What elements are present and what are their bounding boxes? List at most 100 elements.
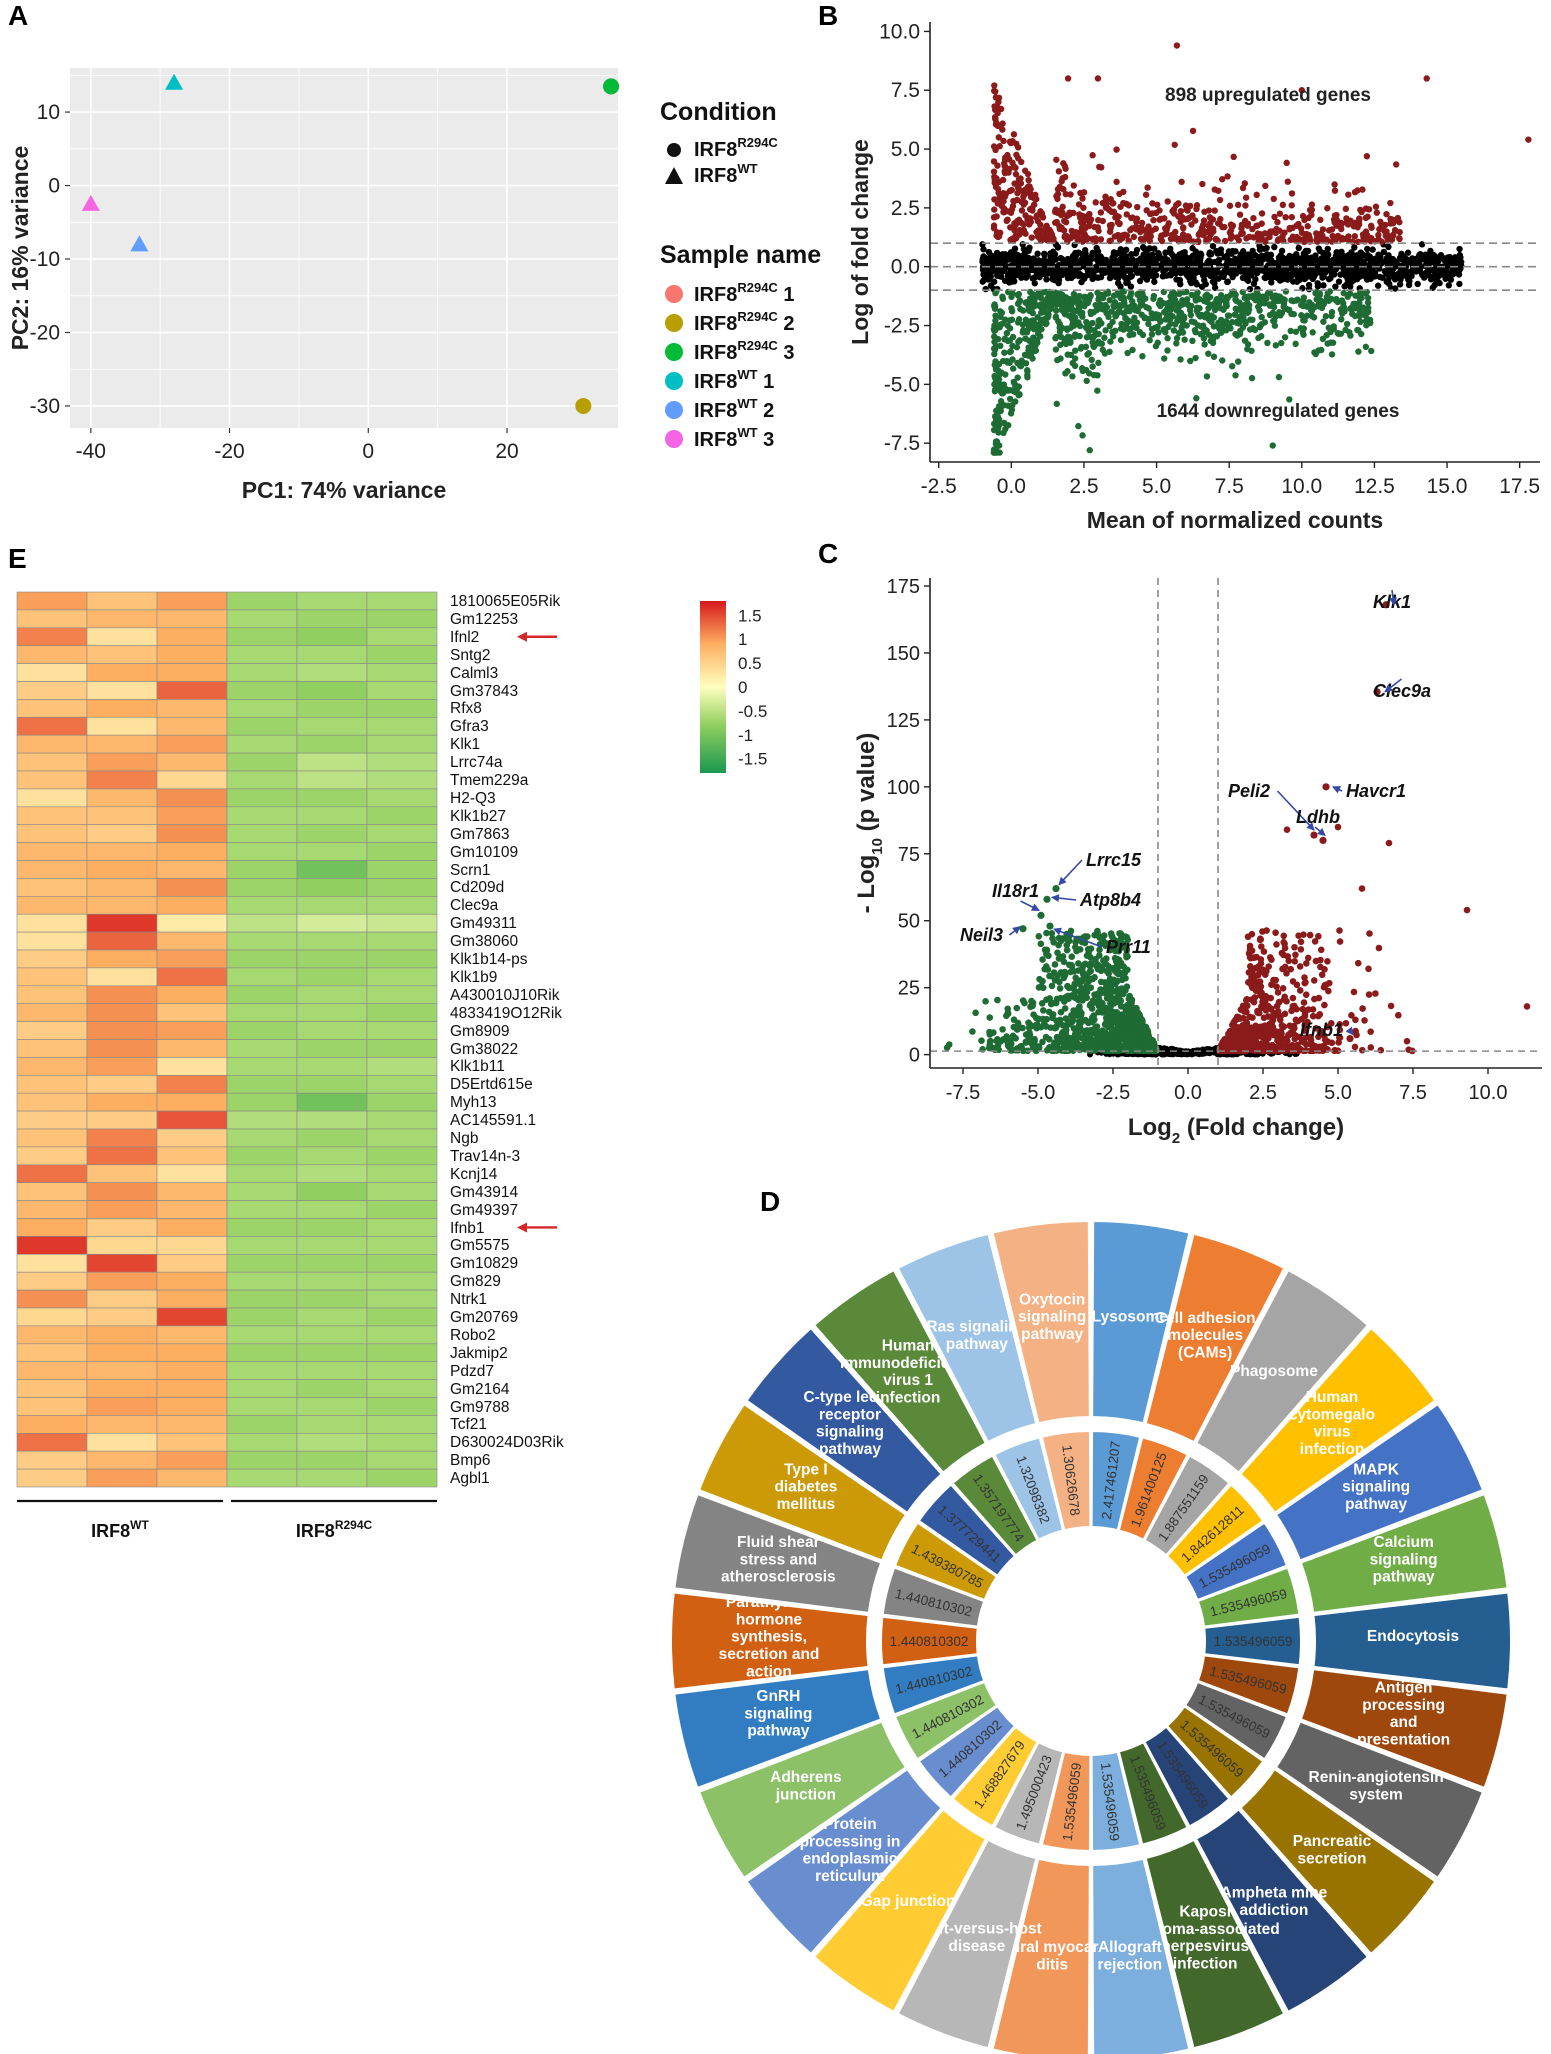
ma-point-ns: [1415, 256, 1423, 264]
ma-point-down: [1303, 312, 1311, 319]
volcano-point-down: [1069, 1017, 1077, 1024]
ma-point-ns: [1215, 256, 1223, 264]
ma-point-up: [1097, 236, 1105, 243]
ma-point-up: [1003, 155, 1011, 163]
ma-point-down: [1148, 331, 1156, 338]
ma-point-ns: [1070, 272, 1078, 280]
ma-point-ns: [1409, 255, 1416, 262]
ma-point-up: [1000, 137, 1007, 145]
ma-point-down: [1340, 289, 1347, 297]
ma-point-down: [1210, 353, 1218, 360]
ma-point-up: [1061, 162, 1068, 170]
ma-point-ns: [1315, 245, 1323, 252]
ma-point-ns: [1217, 246, 1225, 253]
ma-point-down: [1106, 297, 1113, 304]
ma-point-up: [1238, 230, 1245, 238]
ma-point-down: [1300, 294, 1308, 301]
ma-point-up: [1061, 173, 1069, 181]
ma-point-ns: [1385, 243, 1392, 251]
ma-point-down: [1201, 313, 1208, 321]
ma-point-up: [1306, 206, 1314, 214]
legend-sample-swatch: [665, 343, 683, 361]
volcano-point-down: [1080, 976, 1087, 983]
ma-point-up: [1037, 221, 1044, 228]
ma-point-down: [1363, 322, 1370, 329]
ma-point-up: [991, 176, 999, 184]
volcano-point-down: [1025, 1019, 1032, 1026]
ma-point-down: [1006, 348, 1014, 356]
volcano-point-down: [1006, 1041, 1014, 1048]
volcano-point-down: [1049, 1014, 1056, 1022]
ma-point-down: [1004, 387, 1012, 394]
ma-point-ns: [1314, 280, 1321, 287]
ma-point-up: [1033, 228, 1040, 236]
ma-point-ns: [1096, 259, 1103, 266]
ma-point-up: [1123, 211, 1130, 218]
ma-point-ns: [1188, 271, 1196, 278]
ma-point-ns: [1290, 262, 1297, 269]
volcano-point-down: [1122, 974, 1129, 982]
ma-point-up: [1127, 226, 1134, 234]
ma-point-ns: [1243, 273, 1250, 280]
volcano-point-down: [1114, 968, 1121, 975]
volcano-point-down: [1039, 956, 1046, 963]
ma-point-down: [1015, 392, 1022, 399]
ma-point-up: [1286, 226, 1293, 233]
ma-point-up: [991, 206, 998, 213]
ma-point-down: [1059, 296, 1066, 303]
volcano-point-down: [1117, 930, 1124, 937]
volcano-point-down: [1069, 1041, 1077, 1048]
ma-point-ns: [1263, 264, 1270, 272]
volcano-point-down: [1084, 945, 1092, 953]
legend-sample-title: Sample name: [660, 241, 821, 269]
ma-point-ns: [1332, 258, 1340, 266]
ma-point-up: [1338, 234, 1346, 242]
ma-point-ns: [1338, 250, 1345, 258]
ma-point-ns: [1072, 267, 1079, 275]
ma-point-down: [1338, 297, 1346, 304]
ma-point-down: [1269, 309, 1277, 317]
ma-point-up: [990, 214, 998, 221]
volcano-point-down: [1105, 1009, 1113, 1016]
ma-point-ns: [1058, 255, 1066, 263]
ma-point-down: [1264, 339, 1271, 347]
volcano-point-down: [1035, 932, 1043, 940]
ma-point-up: [1030, 194, 1038, 202]
ma-point-up: [1373, 209, 1381, 216]
ma-point-ns: [1263, 252, 1270, 259]
ma-point-up: [1211, 207, 1218, 214]
ma-point-down: [1210, 333, 1218, 340]
ma-point-down: [1117, 325, 1125, 332]
ma-point-ns: [1182, 254, 1189, 262]
ma-point-down: [1129, 346, 1136, 354]
volcano-point-down: [990, 1029, 997, 1036]
ma-point-down: [1151, 324, 1159, 332]
ma-point-ns: [1308, 254, 1315, 261]
ma-point-down: [1223, 293, 1231, 301]
ma-point-up: [1362, 214, 1370, 222]
ma-point-up: [1391, 227, 1399, 234]
x-tick-label: 0.0: [997, 475, 1026, 498]
volcano-point-down: [999, 1026, 1006, 1033]
ma-point-ns: [1006, 276, 1014, 283]
ma-point-down: [1032, 336, 1040, 344]
ma-point-ns: [1189, 245, 1196, 252]
ma-point-down: [1181, 336, 1188, 343]
ma-point-up: [1007, 209, 1015, 216]
ma-point-ns: [1386, 280, 1393, 288]
ma-point-down: [1217, 329, 1225, 336]
ma-point-ns: [1246, 285, 1254, 293]
ma-point-up: [1351, 188, 1359, 196]
ma-point-ns: [1151, 245, 1158, 252]
ma-point-up: [1007, 139, 1015, 147]
volcano-point-down: [1079, 997, 1086, 1004]
ma-point-up: [1065, 211, 1072, 218]
ma-point-ns: [1320, 282, 1327, 289]
volcano-point-down: [1076, 1003, 1083, 1010]
ma-point-up: [1271, 213, 1278, 221]
ma-point-down: [1107, 338, 1114, 345]
volcano-point-down: [1055, 955, 1063, 962]
ma-point-down: [1006, 325, 1014, 332]
ma-point-down: [1012, 398, 1019, 405]
